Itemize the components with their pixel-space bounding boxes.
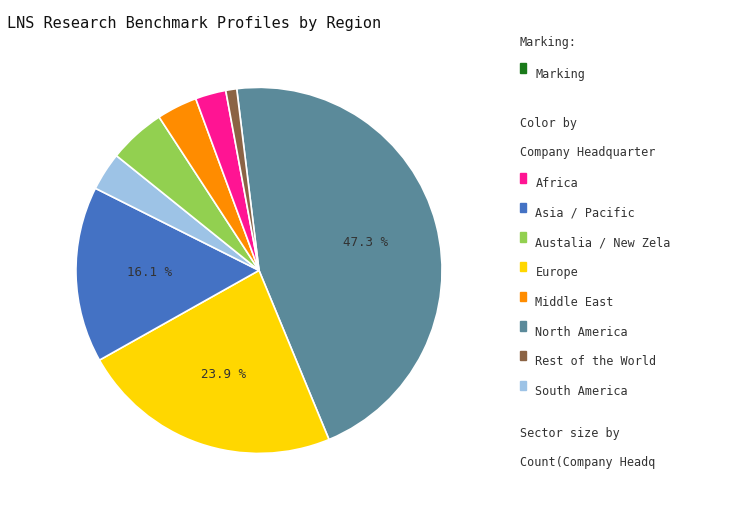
Wedge shape xyxy=(99,270,329,453)
Text: Marking: Marking xyxy=(535,68,585,81)
Text: Europe: Europe xyxy=(535,266,578,279)
Text: Marking:: Marking: xyxy=(519,36,576,49)
FancyBboxPatch shape xyxy=(519,292,526,301)
Text: Company Headquarter: Company Headquarter xyxy=(519,146,655,159)
Text: LNS Research Benchmark Profiles by Region: LNS Research Benchmark Profiles by Regio… xyxy=(7,16,382,31)
Wedge shape xyxy=(226,89,259,270)
FancyBboxPatch shape xyxy=(519,203,526,212)
Text: Rest of the World: Rest of the World xyxy=(535,355,656,368)
Text: North America: North America xyxy=(535,326,628,339)
Text: Count(Company Headq: Count(Company Headq xyxy=(519,456,655,469)
Text: Austalia / New Zela: Austalia / New Zela xyxy=(535,237,670,250)
Wedge shape xyxy=(196,90,259,270)
Wedge shape xyxy=(237,87,442,439)
Text: Sector size by: Sector size by xyxy=(519,427,619,440)
FancyBboxPatch shape xyxy=(519,351,526,360)
Text: Color by: Color by xyxy=(519,117,576,130)
FancyBboxPatch shape xyxy=(519,173,526,183)
Wedge shape xyxy=(159,99,259,270)
FancyBboxPatch shape xyxy=(519,63,526,73)
Text: Asia / Pacific: Asia / Pacific xyxy=(535,207,635,220)
Text: 23.9 %: 23.9 % xyxy=(201,368,246,381)
Wedge shape xyxy=(95,155,259,270)
Text: South America: South America xyxy=(535,385,628,398)
Text: Africa: Africa xyxy=(535,177,578,190)
Text: 47.3 %: 47.3 % xyxy=(343,236,388,249)
FancyBboxPatch shape xyxy=(519,232,526,242)
Wedge shape xyxy=(76,188,259,360)
FancyBboxPatch shape xyxy=(519,262,526,271)
Wedge shape xyxy=(116,117,259,270)
Text: Middle East: Middle East xyxy=(535,296,613,309)
FancyBboxPatch shape xyxy=(519,321,526,331)
Text: 16.1 %: 16.1 % xyxy=(127,266,172,279)
FancyBboxPatch shape xyxy=(519,381,526,390)
